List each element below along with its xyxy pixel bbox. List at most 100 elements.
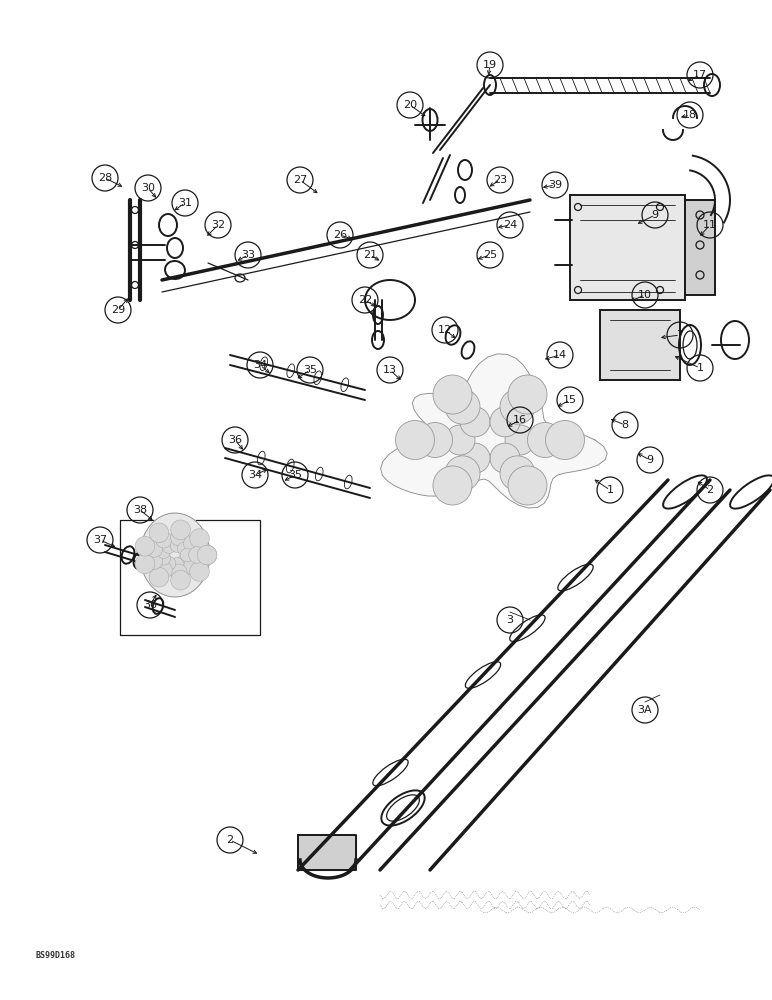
Circle shape bbox=[546, 420, 584, 460]
Circle shape bbox=[190, 529, 209, 548]
Circle shape bbox=[197, 545, 217, 565]
Text: 36: 36 bbox=[143, 600, 157, 610]
Text: 16: 16 bbox=[513, 415, 527, 425]
Circle shape bbox=[162, 540, 176, 553]
Circle shape bbox=[146, 541, 163, 557]
Circle shape bbox=[445, 456, 480, 491]
Text: 23: 23 bbox=[493, 175, 507, 185]
Circle shape bbox=[445, 389, 480, 424]
Circle shape bbox=[188, 547, 205, 563]
Circle shape bbox=[156, 562, 172, 579]
Text: 3: 3 bbox=[506, 615, 513, 625]
Text: 31: 31 bbox=[178, 198, 192, 208]
Circle shape bbox=[527, 422, 563, 458]
Text: 17: 17 bbox=[693, 70, 707, 80]
Circle shape bbox=[395, 420, 435, 460]
Text: 19: 19 bbox=[483, 60, 497, 70]
Text: 38: 38 bbox=[133, 505, 147, 515]
Circle shape bbox=[171, 539, 184, 552]
Text: 9: 9 bbox=[646, 455, 654, 465]
Bar bbox=[120, 520, 260, 635]
Circle shape bbox=[184, 558, 200, 575]
Circle shape bbox=[445, 425, 475, 455]
Circle shape bbox=[180, 548, 194, 562]
Text: 37: 37 bbox=[93, 535, 107, 545]
Circle shape bbox=[184, 535, 200, 552]
Circle shape bbox=[157, 545, 171, 559]
Bar bbox=[120, 520, 260, 635]
Polygon shape bbox=[381, 354, 607, 508]
Circle shape bbox=[190, 562, 209, 581]
Text: 35: 35 bbox=[303, 365, 317, 375]
Text: 14: 14 bbox=[553, 350, 567, 360]
Circle shape bbox=[171, 564, 187, 581]
Text: 9: 9 bbox=[652, 210, 659, 220]
Polygon shape bbox=[298, 835, 356, 870]
Circle shape bbox=[180, 548, 194, 562]
Text: 36: 36 bbox=[228, 435, 242, 445]
Text: 35: 35 bbox=[288, 470, 302, 480]
Circle shape bbox=[146, 553, 163, 569]
Circle shape bbox=[500, 389, 535, 424]
Circle shape bbox=[178, 554, 191, 568]
Circle shape bbox=[178, 542, 191, 556]
Circle shape bbox=[418, 422, 452, 458]
Text: 34: 34 bbox=[248, 470, 262, 480]
Text: 25: 25 bbox=[483, 250, 497, 260]
Text: 22: 22 bbox=[358, 295, 372, 305]
Text: 30: 30 bbox=[141, 183, 155, 193]
Circle shape bbox=[149, 567, 169, 587]
Circle shape bbox=[433, 375, 472, 414]
Text: 32: 32 bbox=[211, 220, 225, 230]
Text: 10: 10 bbox=[638, 290, 652, 300]
Text: 39: 39 bbox=[548, 180, 562, 190]
Text: 29: 29 bbox=[111, 305, 125, 315]
Text: 12: 12 bbox=[438, 325, 452, 335]
Circle shape bbox=[171, 558, 184, 571]
Text: 20: 20 bbox=[403, 100, 417, 110]
Circle shape bbox=[188, 547, 205, 563]
Text: 11: 11 bbox=[703, 220, 717, 230]
Bar bbox=[685, 200, 715, 295]
Text: 8: 8 bbox=[621, 420, 628, 430]
Circle shape bbox=[157, 551, 171, 565]
Text: 2: 2 bbox=[226, 835, 234, 845]
Circle shape bbox=[508, 375, 547, 414]
Circle shape bbox=[433, 466, 472, 505]
Text: 7: 7 bbox=[676, 330, 683, 340]
Circle shape bbox=[171, 520, 191, 540]
Circle shape bbox=[156, 531, 172, 548]
Text: 13: 13 bbox=[383, 365, 397, 375]
Circle shape bbox=[505, 425, 535, 455]
Bar bbox=[570, 195, 685, 300]
Circle shape bbox=[162, 557, 176, 570]
Text: 21: 21 bbox=[363, 250, 377, 260]
Circle shape bbox=[135, 554, 154, 574]
Text: 34: 34 bbox=[253, 360, 267, 370]
Text: 3A: 3A bbox=[638, 705, 652, 715]
Circle shape bbox=[500, 456, 535, 491]
Text: 1: 1 bbox=[696, 363, 703, 373]
Text: 27: 27 bbox=[293, 175, 307, 185]
Text: 15: 15 bbox=[563, 395, 577, 405]
Text: 2: 2 bbox=[706, 485, 713, 495]
Circle shape bbox=[508, 466, 547, 505]
Text: BS99D168: BS99D168 bbox=[35, 951, 75, 960]
Circle shape bbox=[490, 443, 520, 473]
Bar bbox=[600, 310, 680, 380]
Circle shape bbox=[171, 529, 187, 546]
Circle shape bbox=[197, 545, 217, 565]
Text: 28: 28 bbox=[98, 173, 112, 183]
Text: 24: 24 bbox=[503, 220, 517, 230]
Text: 33: 33 bbox=[241, 250, 255, 260]
Circle shape bbox=[490, 407, 520, 437]
Polygon shape bbox=[140, 513, 210, 597]
Circle shape bbox=[460, 443, 490, 473]
Circle shape bbox=[460, 407, 490, 437]
Circle shape bbox=[135, 536, 154, 556]
Text: 18: 18 bbox=[683, 110, 697, 120]
Text: 1: 1 bbox=[607, 485, 614, 495]
Circle shape bbox=[171, 570, 191, 590]
Circle shape bbox=[149, 523, 169, 543]
Text: 26: 26 bbox=[333, 230, 347, 240]
